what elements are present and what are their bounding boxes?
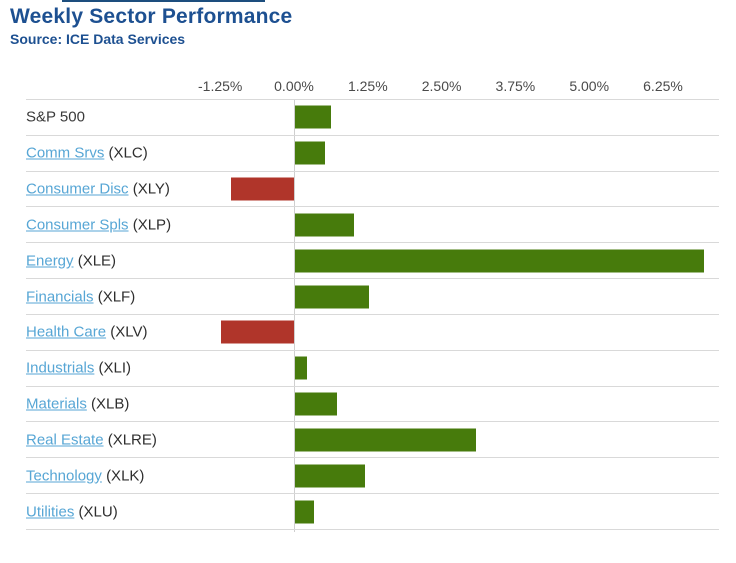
sector-link-financials[interactable]: Financials [26,288,94,306]
sector-link-energy[interactable]: Energy [26,252,74,270]
negative-bar [221,320,294,344]
sector-row: S&P 500 [26,100,719,136]
sector-row: Consumer Disc (XLY) [26,172,719,208]
positive-bar [295,213,355,237]
sector-row-label: Industrials (XLI) [26,360,131,377]
positive-bar [295,500,315,524]
sector-row: Energy (XLE) [26,243,719,280]
sector-row: Real Estate (XLRE) [26,422,719,459]
x-axis-tick-label: 1.25% [347,78,388,94]
sector-row: Technology (XLK) [26,458,719,495]
sector-link-technology[interactable]: Technology [26,467,102,485]
sector-link-health-care[interactable]: Health Care [26,323,107,341]
sector-row: Materials (XLB) [26,387,719,423]
sector-row-label: Consumer Disc (XLY) [26,181,170,198]
sector-link-comm-srvs[interactable]: Comm Srvs [26,144,105,162]
sector-ticker: (XLV) [110,323,148,341]
sector-plain-label: S&P 500 [26,108,85,126]
sector-ticker: (XLP) [132,216,172,234]
sector-row-label: Utilities (XLU) [26,503,118,520]
cropped-header-artifact [62,0,265,2]
sector-row-label: Real Estate (XLRE) [26,431,157,448]
sector-row-label: Materials (XLB) [26,396,129,413]
sector-row: Consumer Spls (XLP) [26,207,719,244]
positive-bar [295,428,477,452]
positive-bar [295,249,704,273]
sector-ticker: (XLC) [108,144,148,162]
x-axis-tick-label: 0.00% [274,78,314,94]
zero-gridline [294,100,295,532]
positive-bar [295,141,325,165]
sector-row: Industrials (XLI) [26,351,719,387]
x-axis-tick-label: 2.50% [421,78,462,94]
negative-bar [230,177,294,201]
x-axis-tick-label: 6.25% [643,78,683,94]
sector-row-label: Energy (XLE) [26,252,116,269]
sector-row-label: Technology (XLK) [26,467,144,484]
chart-source: Source: ICE Data Services [10,31,186,47]
sector-ticker: (XLF) [97,288,136,306]
chart-title: Weekly Sector Performance [10,5,293,28]
sector-row: Comm Srvs (XLC) [26,136,719,172]
sector-ticker: (XLK) [106,467,145,485]
sector-ticker: (XLB) [91,395,130,413]
positive-bar [295,285,370,309]
positive-bar [295,464,366,488]
x-axis: -1.25% 0.00% 1.25% 2.50% 3.75% 5.00% 6.25% [26,78,719,96]
positive-bar [295,356,307,380]
sector-row-label: Consumer Spls (XLP) [26,216,171,233]
sector-ticker: (XLU) [78,503,118,521]
sector-link-consumer-disc[interactable]: Consumer Disc [26,180,129,198]
x-axis-tick-label: 5.00% [569,78,610,94]
sector-row: Financials (XLF) [26,279,719,315]
sector-row: Health Care (XLV) [26,315,719,351]
sector-ticker: (XLE) [77,252,117,270]
x-axis-tick-label: -1.25% [198,78,243,94]
sector-ticker: (XLY) [132,180,170,198]
sector-row-label: S&P 500 [26,109,85,126]
sector-row-label: Financials (XLF) [26,288,135,305]
sector-row-label: Health Care (XLV) [26,324,147,341]
sector-ticker: (XLI) [98,359,132,377]
sector-row-label: Comm Srvs (XLC) [26,145,148,162]
sector-link-industrials[interactable]: Industrials [26,359,95,377]
sector-link-real-estate[interactable]: Real Estate [26,431,104,449]
positive-bar [295,105,331,129]
sector-ticker: (XLRE) [107,431,157,449]
sector-link-utilities[interactable]: Utilities [26,503,75,521]
sector-link-materials[interactable]: Materials [26,395,87,413]
sector-link-consumer-spls[interactable]: Consumer Spls [26,216,129,234]
positive-bar [295,392,337,416]
sector-row: Utilities (XLU) [26,494,719,530]
plot-area: S&P 500 Comm Srvs (XLC) Consumer Disc (XLY… [26,99,719,532]
x-axis-tick-label: 3.75% [495,78,536,94]
